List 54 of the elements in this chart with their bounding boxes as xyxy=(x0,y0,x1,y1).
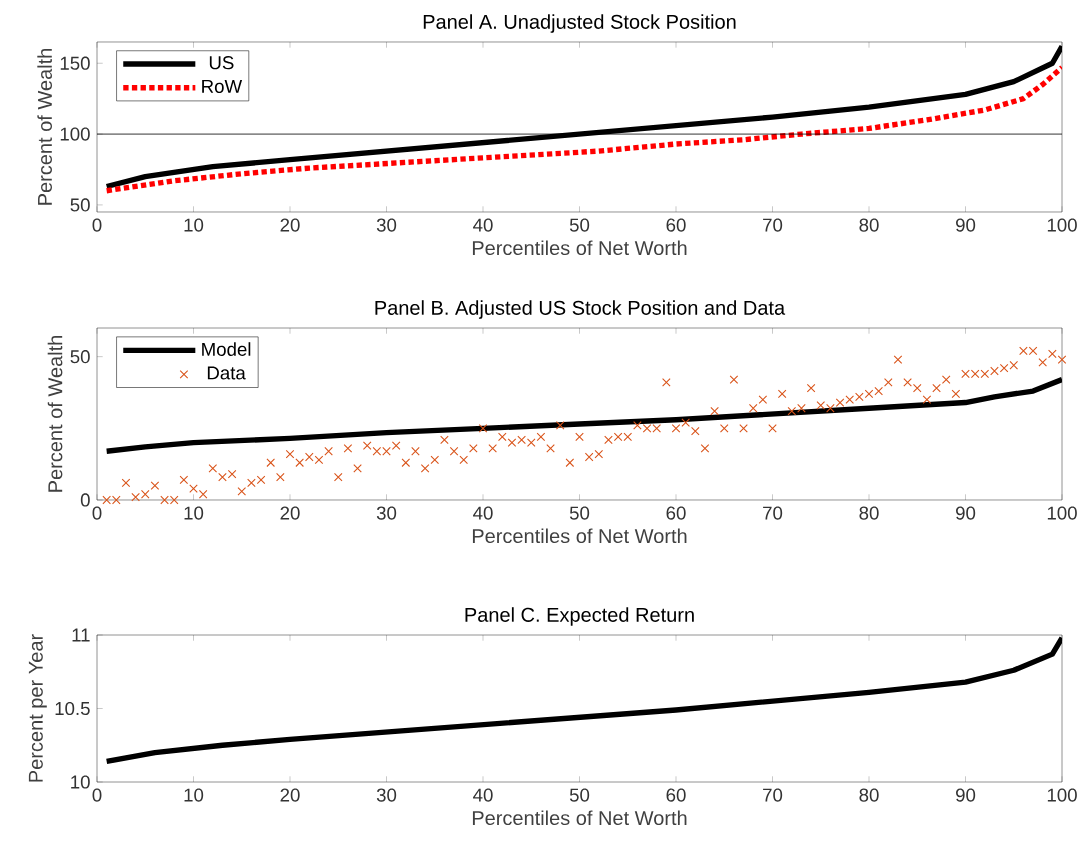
y-tick-label: 10.5 xyxy=(55,701,90,716)
x-tick-label: 90 xyxy=(956,506,976,520)
x-tick-label: 20 xyxy=(280,506,300,520)
x-tick-label: 80 xyxy=(859,788,879,802)
x-tick-label: 100 xyxy=(1047,788,1077,802)
x-tick-label: 80 xyxy=(859,506,879,520)
x-tick-label: 20 xyxy=(280,788,300,802)
x-tick-label: 30 xyxy=(376,788,397,802)
x-tick-label: 0 xyxy=(92,788,102,802)
y-tick-label: 150 xyxy=(60,56,90,70)
x-axis-title: Percentiles of Net Worth xyxy=(472,810,687,826)
x-tick-label: 70 xyxy=(763,788,783,802)
legend-label: RoW xyxy=(202,79,243,93)
y-axis-title: Percent of Wealth xyxy=(47,335,63,492)
x-tick-label: 80 xyxy=(859,218,879,232)
y-tick-label: 50 xyxy=(70,350,90,364)
x-tick-label: 90 xyxy=(956,788,976,802)
x-tick-label: 0 xyxy=(92,506,102,520)
x-tick-label: 100 xyxy=(1047,506,1077,520)
x-tick-label: 60 xyxy=(666,218,686,232)
y-axis-title: Percent of Wealth xyxy=(37,48,52,205)
x-axis-title: Percentiles of Net Worth xyxy=(472,528,687,544)
y-axis-title: Percent per Year xyxy=(28,634,47,782)
x-tick-label: 30 xyxy=(376,506,397,520)
x-tick-label: 20 xyxy=(280,218,300,232)
x-tick-label: 100 xyxy=(1047,218,1077,232)
x-tick-label: 0 xyxy=(92,218,102,232)
x-tick-label: 60 xyxy=(666,506,686,520)
x-tick-label: 60 xyxy=(666,788,686,802)
x-tick-label: 90 xyxy=(956,218,976,232)
x-tick-label: 50 xyxy=(569,788,590,802)
chart-title: Panel B. Adjusted US Stock Position and Data xyxy=(375,300,786,319)
x-tick-label: 70 xyxy=(763,506,783,520)
x-tick-label: 40 xyxy=(473,506,493,520)
x-axis-title: Percentiles of Net Worth xyxy=(472,240,687,256)
x-tick-label: 10 xyxy=(184,218,204,232)
x-tick-label: 30 xyxy=(376,218,397,232)
y-tick-label: 0 xyxy=(80,493,90,507)
x-tick-label: 50 xyxy=(569,506,590,520)
x-tick-label: 40 xyxy=(473,218,493,232)
y-tick-label: 10 xyxy=(71,775,90,789)
y-tick-label: 11 xyxy=(72,628,90,642)
y-tick-label: 50 xyxy=(70,198,90,212)
y-tick-label: 100 xyxy=(60,127,90,141)
x-tick-label: 70 xyxy=(763,218,783,232)
x-tick-label: 10 xyxy=(184,788,204,802)
x-tick-label: 10 xyxy=(184,506,204,520)
legend-label: Model xyxy=(202,342,251,356)
x-tick-label: 40 xyxy=(473,788,493,802)
legend-label: Data xyxy=(207,366,246,380)
x-tick-label: 50 xyxy=(569,218,590,232)
legend-label: US xyxy=(209,56,234,70)
chart-title: Panel A. Unadjusted Stock Position xyxy=(423,14,736,33)
chart-title: Panel C. Expected Return xyxy=(465,607,694,626)
